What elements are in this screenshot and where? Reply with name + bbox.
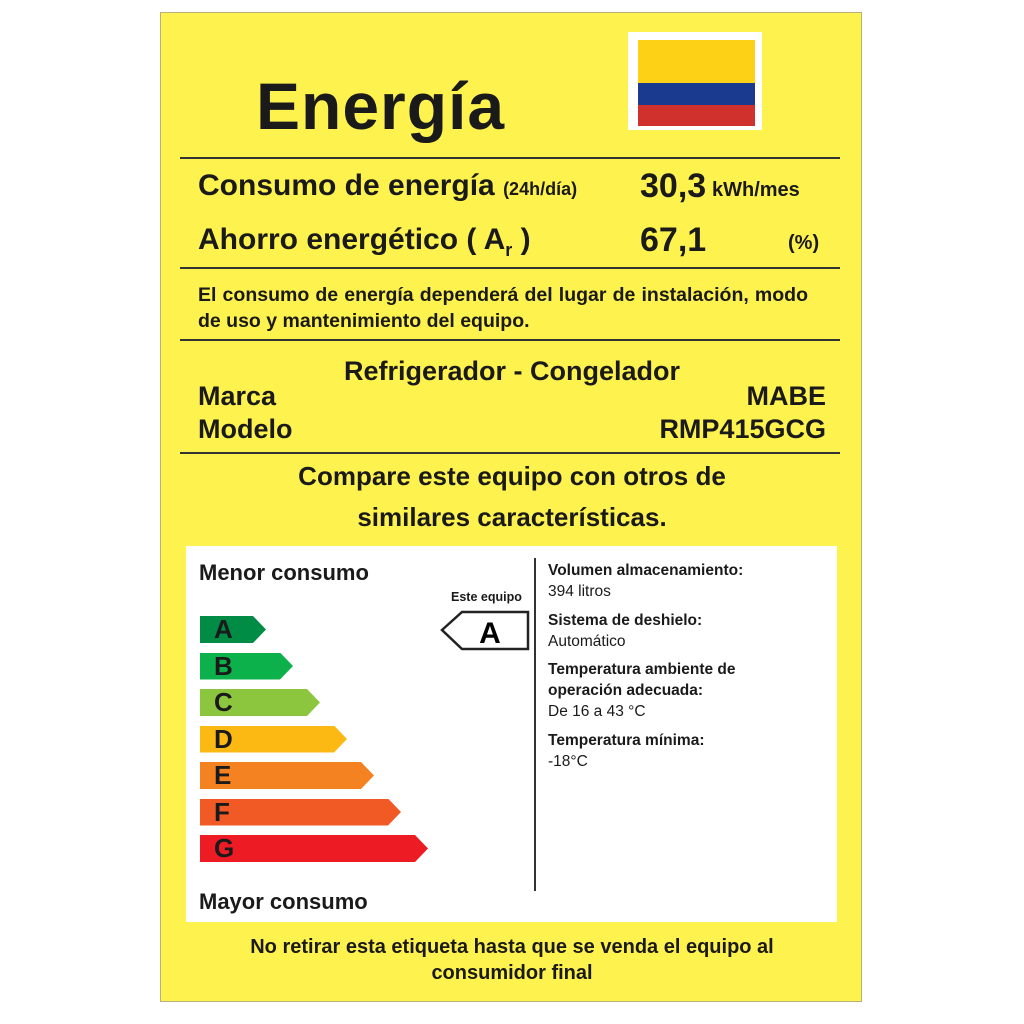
compare-line-2: similares características. [357,502,667,532]
spec-ambient-temp: Temperatura ambiente de operación adecua… [548,661,736,720]
footer-line-2: consumidor final [431,962,593,984]
brand-value: MABE [746,381,827,411]
consumption-unit: kWh/mes [712,179,800,201]
savings-value: 67,1 [640,221,707,259]
scale-bottom-label: Mayor consumo [199,889,368,914]
divider [180,267,840,269]
energy-class-bar-b: B [200,650,293,681]
spec-min-temp: Temperatura mínima: -18°C [548,732,705,770]
energy-class-bar-g: G [200,835,428,862]
consumption-note: El consumo de energía dependerá del luga… [198,284,808,332]
energy-class-bar-a: A [200,616,266,643]
spec-defrost: Sistema de deshielo: Automático [548,612,703,650]
scale-top-label: Menor consumo [199,560,369,585]
energy-class-letter: D [214,723,233,754]
spec-volume: Volumen almacenamiento: 394 litros [548,562,744,600]
energy-class-bar-c: C [200,689,320,716]
energy-class-bar-d: D [200,723,347,754]
product-type: Refrigerador - Congelador [343,356,681,386]
footer-line-1: No retirar esta etiqueta hasta que se ve… [250,936,774,958]
this-unit-class: A [479,617,501,650]
energy-class-bar-e: E [200,762,374,789]
savings-label: Ahorro energético ( Ar ) [198,223,531,260]
consumption-value: 30,3 [640,167,707,205]
consumption-label: Consumo de energía (24h/día) [198,169,578,202]
brand-label: Marca [198,381,277,411]
colombia-flag-icon [628,32,762,130]
title: Energía [256,69,506,143]
model-value: RMP415GCG [659,414,826,444]
this-unit-arrow: A [440,610,530,651]
savings-unit: (%) [788,232,820,254]
energy-class-letter: G [214,833,235,863]
energy-class-bar-f: F [200,796,401,827]
energy-class-letter: B [214,650,233,681]
divider [180,339,840,341]
energy-class-letter: C [214,687,233,717]
divider [180,157,840,159]
panel-divider [534,558,536,891]
energy-class-letter: F [214,796,230,827]
divider [180,452,840,454]
compare-line-1: Compare este equipo con otros de [298,461,726,491]
energy-class-letter: A [214,614,233,644]
energy-class-letter: E [214,760,232,790]
model-label: Modelo [198,414,293,444]
this-unit-label: Este equipo [451,590,522,604]
